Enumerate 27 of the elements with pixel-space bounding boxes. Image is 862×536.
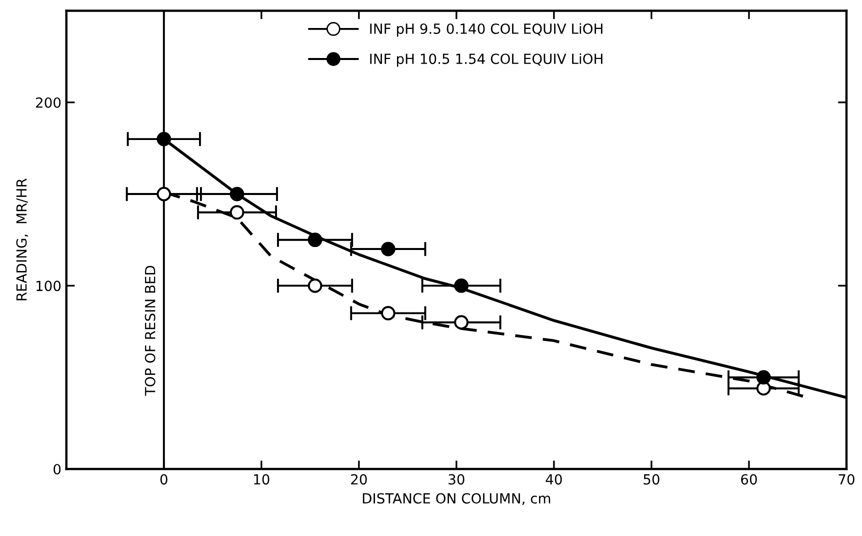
y-tick-label: 0 xyxy=(54,464,61,474)
legend-label: INF pH 9.5 0.140 COL EQUIV LiOH xyxy=(370,23,602,37)
point xyxy=(156,132,172,146)
point xyxy=(454,315,468,330)
x-tick-label: 20 xyxy=(351,474,367,485)
x-axis-title: DISTANCE ON COLUMN, cm xyxy=(362,493,550,506)
x-tick-label: 40 xyxy=(546,474,562,485)
point xyxy=(308,232,322,248)
point xyxy=(380,306,396,320)
x-tick-label: 10 xyxy=(254,474,270,485)
x-tick-label: 0 xyxy=(160,474,168,485)
x-tick-label: 60 xyxy=(741,474,757,485)
point xyxy=(454,278,468,293)
legend-label: INF pH 10.5 1.54 COL EQUIV LiOH xyxy=(370,53,602,67)
y-axis-title: READING, MR/HR xyxy=(16,178,28,300)
point xyxy=(380,242,396,256)
x-tick-label: 30 xyxy=(448,474,464,485)
point xyxy=(230,186,244,202)
point xyxy=(308,278,322,293)
x-tick-label: 70 xyxy=(838,474,854,485)
point xyxy=(156,186,172,202)
point xyxy=(230,205,244,220)
y-tick-label: 200 xyxy=(36,97,61,108)
y-tick-label: 100 xyxy=(36,280,61,292)
ref-line-label: TOP OF RESIN BED xyxy=(144,266,156,396)
x-tick-label: 50 xyxy=(644,474,660,485)
point xyxy=(756,370,771,385)
